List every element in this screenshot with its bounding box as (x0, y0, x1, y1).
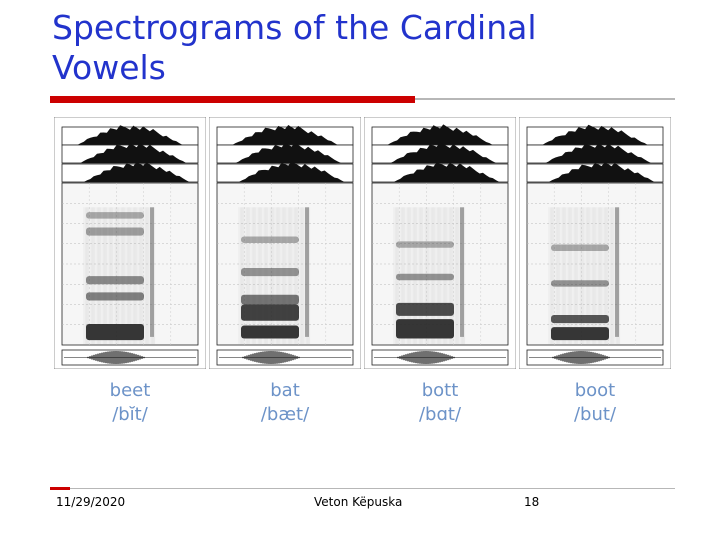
spectrogram-image (363, 116, 517, 370)
spectrogram-panel-boot (518, 116, 672, 370)
caption-word-boot: boot (574, 380, 616, 401)
caption-word-bott: bott (421, 380, 459, 401)
caption-word-beet: beet (109, 380, 151, 401)
title-accent-rule (50, 96, 415, 103)
caption-ipa-boot: /but/ (573, 404, 617, 425)
spectrogram-panel-beet (53, 116, 207, 370)
caption-ipa-bat: /bæt/ (260, 404, 310, 425)
spectrogram-image (208, 116, 362, 370)
spectrogram-panel-bat (208, 116, 362, 370)
spectrogram-image (53, 116, 207, 370)
title-divider-rule (415, 98, 675, 100)
spectrogram-figure: beet /bĭt/ bat /bæt/ bott /bɑt/ boot /b… (46, 116, 675, 433)
footer-author: Veton Këpuska (314, 495, 403, 509)
footer-divider-rule (70, 488, 675, 489)
caption-word-bat: bat (270, 380, 300, 401)
caption-ipa-bott: /bɑt/ (418, 404, 462, 425)
spectrogram-image (518, 116, 672, 370)
spectrogram-panel-bott (363, 116, 517, 370)
footer-accent-rule (50, 487, 70, 490)
page-number: 18 (524, 495, 540, 509)
slide-title: Spectrograms of the Cardinal Vowels (52, 8, 537, 87)
caption-ipa-beet: /bĭt/ (112, 404, 148, 425)
footer-date: 11/29/2020 (56, 495, 126, 509)
